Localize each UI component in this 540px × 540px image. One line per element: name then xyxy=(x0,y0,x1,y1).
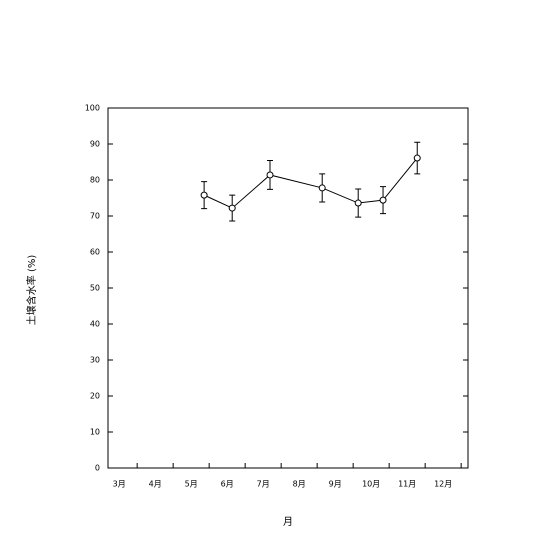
x-tick-label: 7月 xyxy=(257,480,270,489)
y-tick-label: 50 xyxy=(90,284,100,293)
data-point xyxy=(228,204,236,212)
x-tick-label: 11月 xyxy=(398,480,416,489)
data-point xyxy=(354,199,362,207)
y-tick-label: 90 xyxy=(90,140,100,149)
y-tick-label: 30 xyxy=(90,356,100,365)
y-tick-label: 80 xyxy=(90,176,100,185)
x-axis-label: 月 xyxy=(283,516,293,528)
y-tick-label: 20 xyxy=(90,392,100,401)
y-axis-label: 土壌含水率 (%) xyxy=(25,255,38,326)
x-tick-label: 3月 xyxy=(113,480,126,489)
y-tick-label: 70 xyxy=(90,212,100,221)
x-tick-label: 6月 xyxy=(221,480,234,489)
x-tick-label: 10月 xyxy=(362,480,380,489)
x-tick-label: 9月 xyxy=(329,480,342,489)
x-tick-label: 8月 xyxy=(293,480,306,489)
y-tick-label: 10 xyxy=(90,428,100,437)
y-tick-label: 60 xyxy=(90,248,100,257)
x-tick-label: 12月 xyxy=(434,480,452,489)
data-point xyxy=(200,191,208,199)
data-point xyxy=(413,154,421,162)
y-tick-label: 0 xyxy=(95,464,100,473)
x-tick-label: 5月 xyxy=(185,480,198,489)
y-tick-label: 100 xyxy=(85,104,100,113)
data-point xyxy=(266,171,274,179)
data-point xyxy=(318,184,326,192)
y-tick-label: 40 xyxy=(90,320,100,329)
x-tick-label: 4月 xyxy=(149,480,162,489)
data-point xyxy=(379,196,387,204)
